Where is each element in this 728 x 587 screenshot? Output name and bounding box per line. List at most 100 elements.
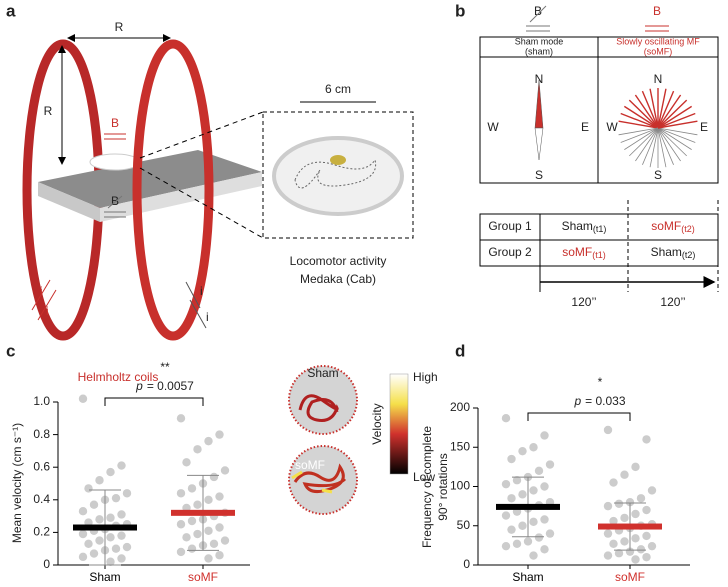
data-point (117, 461, 126, 470)
data-point (176, 414, 186, 423)
compass-label: N (535, 72, 544, 86)
significance-bracket (527, 412, 631, 421)
panel-letter: c (6, 341, 15, 360)
needle (657, 127, 687, 157)
needle (534, 127, 544, 161)
y-tick-label: 50 (457, 518, 471, 532)
data-point (636, 545, 646, 554)
significance-bracket (104, 397, 204, 406)
data-point (78, 529, 88, 539)
data-point (204, 495, 213, 504)
data-point (512, 539, 522, 549)
data-point (204, 526, 213, 535)
data-point (642, 505, 651, 515)
condition: Sham(t2) (651, 245, 696, 260)
x-tick-label: soMF (188, 570, 218, 584)
trajectory (294, 158, 377, 189)
arena-label: Sham (307, 366, 338, 380)
data-point (215, 551, 224, 560)
y-tick-label: 0.2 (33, 525, 50, 539)
data-point (647, 541, 657, 551)
data-point (182, 458, 191, 467)
data-point (507, 454, 516, 464)
panel-letter: b (455, 1, 465, 20)
data-point (603, 425, 613, 435)
data-point (187, 484, 197, 493)
data-point (117, 531, 126, 540)
y-tick-label: 1.0 (33, 394, 50, 408)
duration: 120’’ (660, 295, 685, 309)
needle (620, 127, 659, 143)
trajectory-fast (291, 470, 333, 494)
colorbar-title: Velocity (370, 403, 384, 444)
data-point (215, 523, 224, 532)
needle (628, 99, 659, 129)
condition: soMF(t1) (562, 245, 606, 260)
x-tick-label: soMF (615, 570, 645, 584)
data-point (540, 482, 549, 491)
y-tick-label: 0.4 (33, 492, 50, 506)
data-point (501, 414, 511, 423)
data-point (540, 515, 549, 524)
data-point (614, 499, 624, 508)
needle (657, 120, 698, 129)
data-point (647, 486, 657, 495)
data-point (642, 531, 651, 541)
data-point (642, 435, 651, 444)
field-arrows (104, 133, 126, 140)
p-symbol: p (573, 394, 581, 408)
data-point (111, 544, 121, 553)
needle (649, 88, 659, 129)
panel-letter: a (6, 1, 16, 20)
compass-label: W (487, 120, 499, 134)
trajectory (298, 394, 339, 422)
current-arrows (185, 281, 207, 329)
data-point (625, 547, 635, 556)
data-point (609, 516, 618, 526)
data-point (523, 537, 533, 546)
data-point (106, 467, 115, 477)
mean-bar (171, 509, 235, 516)
data-point (529, 517, 538, 527)
data-point (609, 478, 618, 487)
zoom-lines (139, 111, 264, 239)
data-point (603, 551, 613, 560)
caption: Helmholtz coils (78, 370, 159, 384)
data-point (106, 513, 115, 522)
data-point (529, 486, 538, 495)
data-point (603, 529, 613, 538)
compass-label: S (535, 168, 543, 182)
label: R (44, 104, 53, 118)
data-point (209, 539, 219, 549)
needle (623, 105, 659, 129)
y-tick-label: 100 (450, 479, 470, 493)
header: Sham mode (515, 36, 564, 46)
condition-name: Sham (562, 219, 593, 233)
needle (618, 120, 659, 129)
needle (635, 127, 659, 162)
data-point (78, 394, 88, 403)
needle (657, 127, 667, 168)
current-arrows (31, 279, 57, 321)
data-point (545, 529, 555, 538)
needle (657, 127, 692, 150)
plate-side (38, 182, 100, 222)
needle (657, 127, 696, 143)
y-tick-label: 0.6 (33, 459, 50, 473)
data-point (614, 549, 624, 558)
data-point (501, 541, 511, 551)
dish (89, 153, 141, 171)
header: (sham) (525, 46, 553, 56)
data-point (501, 479, 511, 489)
data-point (95, 476, 104, 485)
compass-label: S (654, 168, 662, 182)
group: Group 2 (488, 245, 532, 259)
data-point (111, 493, 121, 503)
colorbar-label: Low (413, 470, 435, 484)
mean-bar (496, 503, 560, 510)
data-point (625, 498, 635, 507)
coil (132, 39, 214, 341)
field-label: B (111, 116, 119, 130)
p-value: = 0.033 (585, 394, 626, 408)
data-point (215, 492, 224, 501)
